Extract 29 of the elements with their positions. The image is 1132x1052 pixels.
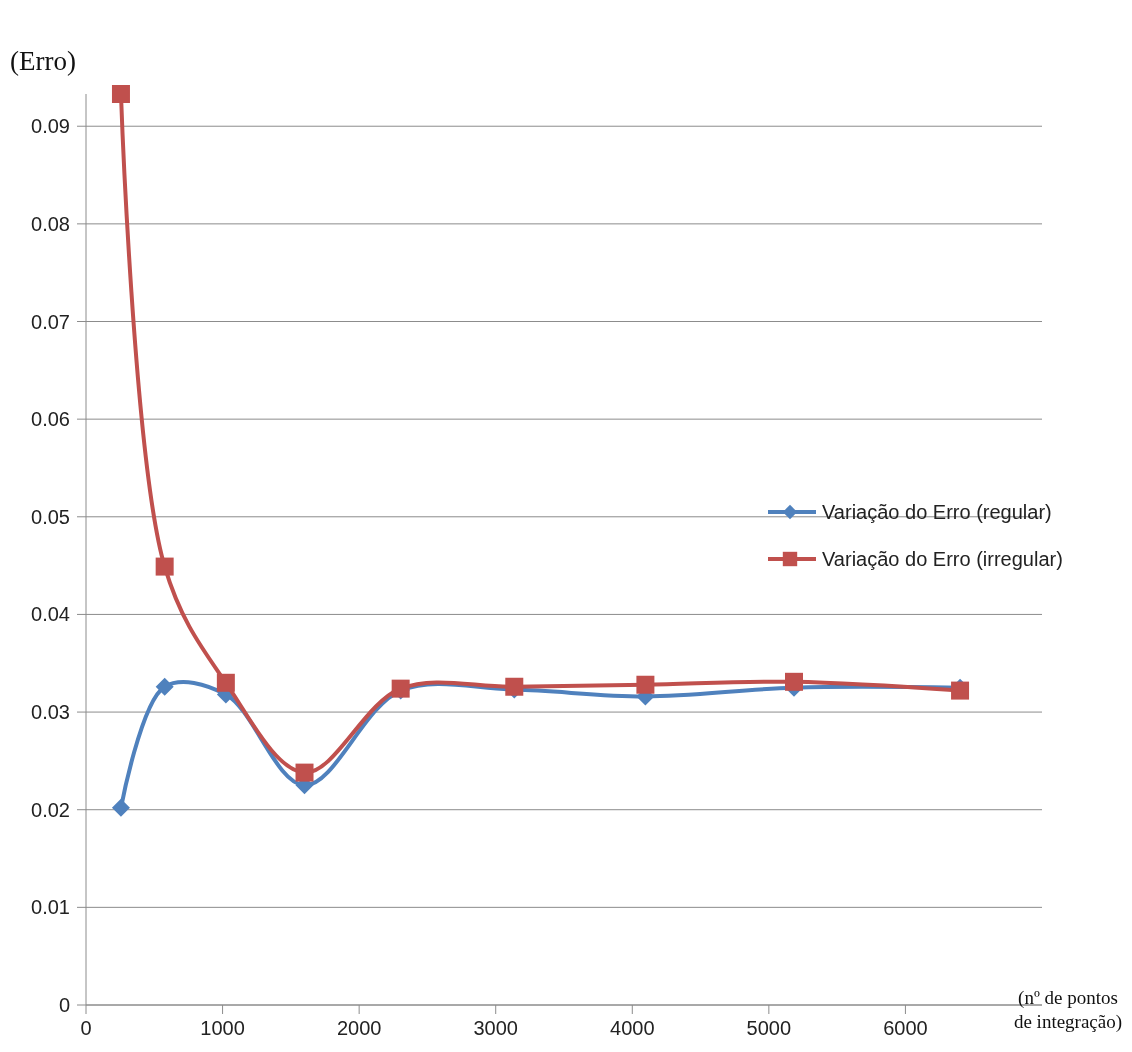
y-tick-label: 0.09 (31, 115, 70, 138)
point (111, 85, 130, 103)
y-tick-label: 0.08 (31, 212, 70, 235)
x-tick-label: 3000 (473, 1017, 518, 1039)
y-tick-label: 0.07 (31, 310, 70, 333)
y-tick-label: 0.03 (31, 701, 70, 724)
y-tick-label: 0.05 (31, 505, 70, 528)
point (155, 557, 174, 576)
x-tick-label: 4000 (610, 1017, 655, 1039)
point (295, 763, 314, 782)
x-tick-label: 0 (80, 1017, 92, 1039)
y-axis-title: (Erro) (10, 46, 76, 76)
point (111, 798, 130, 817)
point (155, 677, 174, 696)
legend-label: Variação do Erro (irregular) (822, 548, 1063, 570)
x-tick-label: 2000 (336, 1017, 382, 1039)
x-tick-label: 1000 (200, 1017, 245, 1039)
y-tick-label: 0.04 (31, 603, 70, 626)
point (636, 675, 655, 694)
legend-label: Variação do Erro (regular) (822, 501, 1052, 523)
y-tick-label: 0.01 (31, 896, 70, 919)
point (216, 673, 235, 692)
x-tick-label: 5000 (746, 1017, 792, 1039)
x-axis-title: (nº de pontos de integração) (1013, 987, 1123, 1033)
x-tick-label: 6000 (883, 1017, 928, 1039)
point (784, 672, 803, 691)
y-tick-label: 0.02 (31, 798, 70, 821)
y-tick-label: 0 (58, 994, 70, 1016)
y-tick-label: 0.06 (31, 408, 70, 431)
